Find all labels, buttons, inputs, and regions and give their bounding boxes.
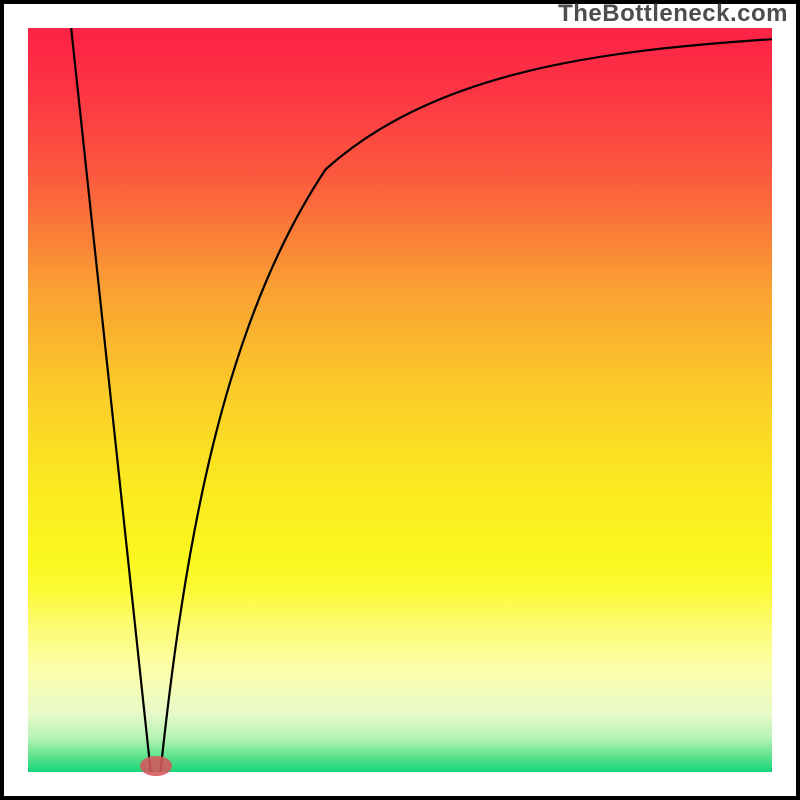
chart-root: TheBottleneck.com	[0, 0, 800, 800]
plot-area	[28, 28, 772, 772]
plot-svg	[28, 28, 772, 772]
watermark-text: TheBottleneck.com	[558, 0, 788, 28]
